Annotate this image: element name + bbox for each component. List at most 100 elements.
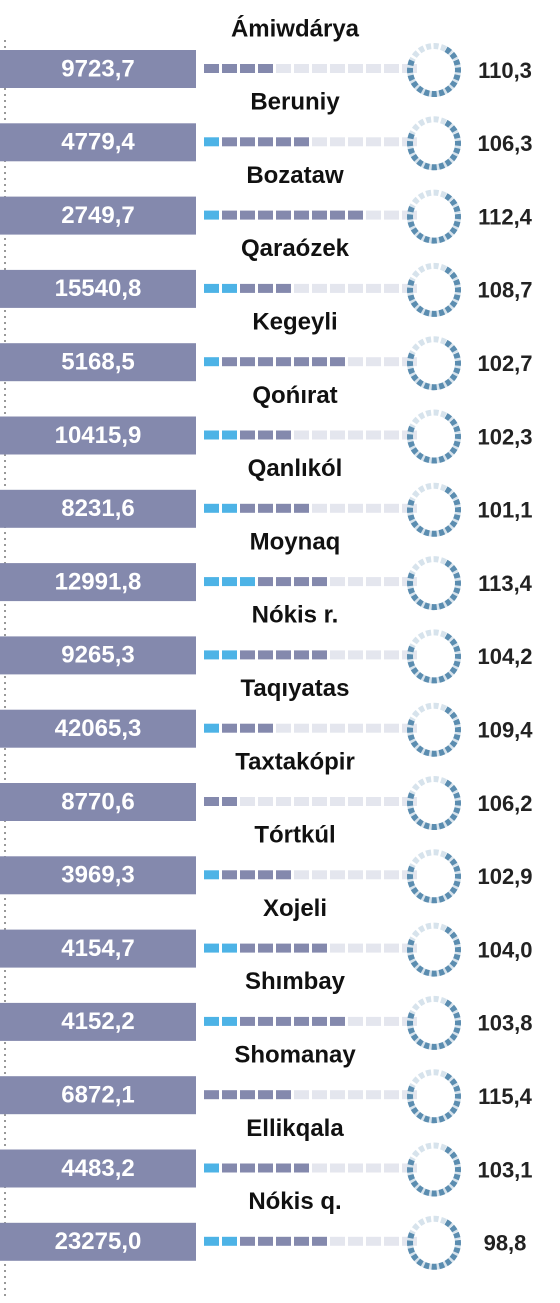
bar-segment	[330, 1090, 345, 1100]
bar-segment	[348, 1163, 363, 1173]
district-name: Taqıyatas	[241, 675, 350, 702]
bar-segment	[330, 723, 345, 733]
ring-bg	[407, 262, 461, 317]
bar-segment	[204, 723, 219, 733]
bar-segment	[240, 1090, 255, 1100]
index-label: 104,0	[477, 937, 532, 962]
value-label: 5168,5	[61, 349, 134, 376]
bar-segment	[312, 577, 327, 587]
bar-segment	[222, 357, 237, 367]
bar-segment	[222, 723, 237, 733]
value-box	[0, 269, 196, 308]
bar-segment	[240, 64, 255, 73]
bar-segment	[312, 137, 327, 147]
bar-segment	[240, 430, 255, 440]
bar-segment	[258, 650, 273, 660]
value-label: 4779,4	[61, 129, 135, 156]
bar-segment	[330, 64, 345, 73]
bar-segment	[384, 577, 399, 587]
bar-segment	[366, 870, 381, 880]
ring	[407, 629, 461, 684]
bar-segment	[330, 870, 345, 880]
bar-segment	[294, 943, 309, 953]
bar-segment	[222, 870, 237, 880]
bar-segment	[330, 357, 345, 367]
index-label: 106,2	[477, 791, 532, 816]
bar-segment	[330, 797, 345, 806]
bar-segment	[294, 210, 309, 220]
value-box	[0, 1076, 196, 1115]
value-label: 4152,2	[61, 1008, 134, 1035]
value-label: 9265,3	[61, 642, 134, 669]
value-box	[0, 123, 196, 162]
value-label: 42065,3	[55, 715, 142, 742]
bar-segment	[312, 1236, 327, 1246]
index-label: 103,1	[477, 1157, 532, 1182]
value-box	[0, 1222, 196, 1261]
bar-segment	[348, 650, 363, 660]
bar-segment	[348, 943, 363, 953]
ring	[407, 189, 461, 244]
bar-segment	[330, 210, 345, 220]
bar-segment	[276, 430, 291, 440]
bar-segment	[294, 723, 309, 733]
bar-segment	[258, 210, 273, 220]
bar-segment	[276, 357, 291, 367]
ring-bg	[407, 116, 461, 171]
ring-bg	[407, 336, 461, 391]
value-label: 23275,0	[55, 1228, 142, 1255]
bar-segment	[366, 797, 381, 806]
ring	[407, 556, 461, 611]
bar-segment	[312, 357, 327, 367]
bar-segment	[204, 283, 219, 293]
bar-segment	[240, 283, 255, 293]
bar-segment	[330, 283, 345, 293]
bar-segment	[222, 283, 237, 293]
value-box	[0, 636, 196, 675]
value-box	[0, 1002, 196, 1041]
value-box	[0, 343, 196, 382]
value-label: 4154,7	[61, 935, 134, 962]
bar-segment	[204, 430, 219, 440]
bar-segment	[384, 64, 399, 73]
value-label: 6872,1	[61, 1082, 134, 1109]
bar-segment	[240, 357, 255, 367]
value-label: 9723,7	[61, 55, 134, 82]
bar-segment	[222, 137, 237, 147]
bar-segment	[240, 943, 255, 953]
bar-segment	[330, 430, 345, 440]
bar-segment	[312, 64, 327, 73]
bar-segment	[204, 1236, 219, 1246]
bar-segment	[204, 650, 219, 660]
index-label: 102,3	[477, 424, 532, 449]
bar-segment	[366, 1090, 381, 1100]
bar-segment	[294, 137, 309, 147]
bar-segment	[366, 577, 381, 587]
bar-segment	[276, 503, 291, 513]
ring	[407, 336, 461, 391]
bar-segment	[348, 137, 363, 147]
value-label: 8770,6	[61, 788, 134, 815]
value-label: 8231,6	[61, 495, 134, 522]
bar-segment	[276, 210, 291, 220]
bar-segment	[222, 210, 237, 220]
bar-segment	[384, 430, 399, 440]
bar-segment	[258, 1090, 273, 1100]
bar-segment	[348, 503, 363, 513]
index-label: 110,3	[478, 58, 532, 83]
ring-bg	[407, 1069, 461, 1124]
bar-segment	[240, 723, 255, 733]
value-box	[0, 709, 196, 748]
bar-segment	[222, 943, 237, 953]
bar-segment	[222, 1090, 237, 1100]
ring	[407, 776, 461, 830]
bar-segment	[204, 1090, 219, 1100]
bar-segment	[294, 283, 309, 293]
bar-segment	[366, 1163, 381, 1173]
bar-segment	[276, 283, 291, 293]
bar-segment	[258, 430, 273, 440]
bar-segment	[384, 210, 399, 220]
bar-segment	[240, 210, 255, 220]
bar-segment	[348, 723, 363, 733]
bar-segment	[312, 650, 327, 660]
